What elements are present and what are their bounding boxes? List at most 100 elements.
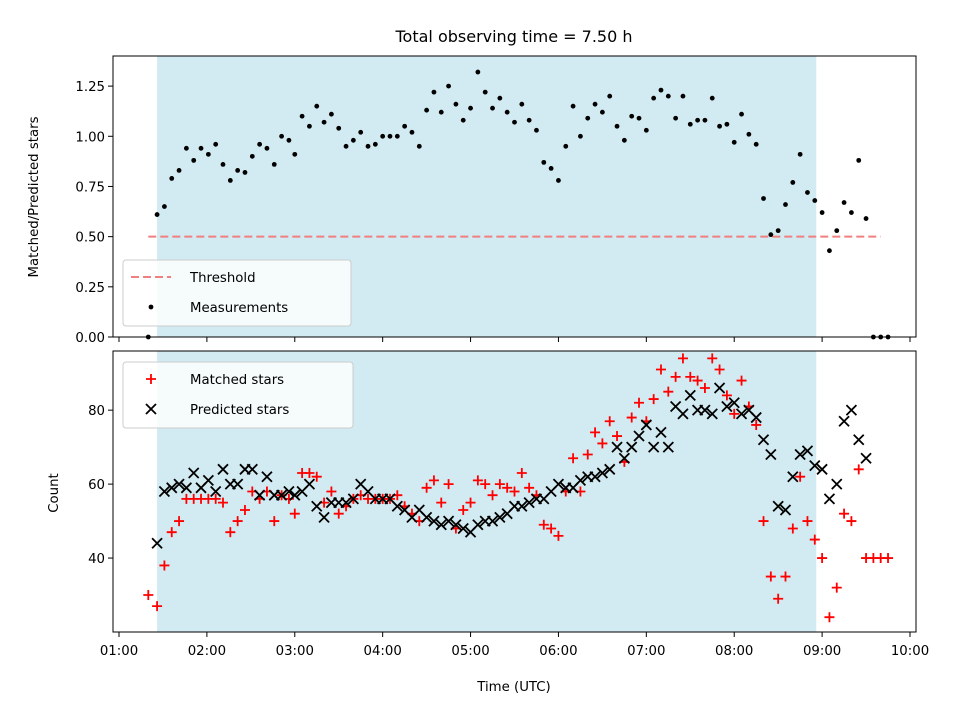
bottom-matched-stars-point [152, 601, 163, 612]
bottom-matched-stars-point [809, 534, 820, 545]
bottom-matched-stars-point [839, 508, 850, 519]
top-measurements-point [856, 157, 862, 163]
bottom-predicted-stars-point [311, 500, 323, 512]
top-legend: Threshold Measurements [122, 259, 352, 327]
bottom-predicted-stars-point [246, 463, 258, 475]
bottom-matched-stars-point [692, 375, 703, 386]
top-measurements-point [482, 89, 488, 95]
top-measurements-point [827, 248, 832, 254]
x-tick-label: 09:00 [803, 644, 841, 659]
bottom-predicted-stars-point [706, 408, 718, 420]
top-measurements-point [299, 113, 305, 119]
bottom-predicted-stars-point [809, 459, 821, 472]
bottom-matched-stars-point [480, 479, 491, 490]
bottom-matched-stars-point [516, 468, 527, 479]
bottom-matched-stars-point [428, 475, 439, 486]
top-measurements-point [783, 202, 788, 207]
bottom-matched-stars-point [604, 416, 615, 427]
bottom-matched-stars-point [239, 504, 250, 515]
legend-measurements-label: Measurements [190, 301, 288, 316]
top-measurements-point [746, 131, 752, 137]
top-measurements-point [490, 105, 495, 111]
bottom-matched-stars-point [524, 482, 535, 493]
top-measurements-point [724, 121, 730, 127]
x-axis-label: Time (UTC) [476, 680, 551, 695]
top-measurements-point [731, 139, 737, 145]
bottom-y-tick-label: 80 [88, 404, 105, 419]
bottom-matched-stars-point [787, 523, 798, 534]
bottom-predicted-stars-point [158, 485, 171, 498]
bottom-predicted-stars-point [838, 415, 850, 427]
top-measurements-point [629, 113, 635, 119]
bottom-predicted-stars-point [713, 382, 726, 394]
bottom-predicted-stars-point [626, 441, 638, 453]
top-measurements-point [475, 69, 481, 75]
bottom-legend: Matched stars Predicted stars [122, 361, 354, 429]
top-measurements-point [614, 123, 620, 129]
bottom-matched-stars-point [663, 386, 674, 397]
top-y-tick-label: 0.50 [75, 231, 105, 246]
top-measurements-point [213, 141, 219, 147]
top-measurements-point [286, 137, 292, 143]
x-tick-label: 10:00 [891, 644, 929, 659]
bottom-matched-stars-point [494, 479, 505, 490]
bottom-matched-stars-point [210, 493, 221, 504]
top-measurements-point [468, 105, 473, 111]
top-measurements-point [680, 93, 686, 99]
top-measurements-point [358, 129, 364, 135]
top-measurements-point [585, 115, 591, 121]
top-measurements-point [687, 121, 693, 127]
bottom-predicted-stars-point [765, 448, 777, 461]
top-measurements-point [271, 161, 277, 167]
bottom-predicted-stars-point [347, 493, 360, 505]
bottom-matched-stars-point [582, 449, 593, 460]
bottom-predicted-stars-point [217, 463, 229, 475]
top-measurements-point [621, 137, 627, 143]
top-measurements-point [819, 210, 825, 215]
bottom-predicted-stars-point [684, 389, 696, 402]
bottom-matched-stars-point [502, 482, 513, 493]
bottom-matched-stars-point [714, 364, 725, 375]
top-measurements-point [665, 93, 671, 99]
top-legend-box [122, 259, 352, 327]
top-measurements-point [519, 101, 525, 107]
bottom-matched-stars-point [685, 371, 696, 382]
top-y-tick-label: 0.00 [75, 331, 105, 346]
bottom-matched-stars-point [670, 371, 681, 382]
bottom-predicted-stars-point [728, 397, 740, 409]
bottom-predicted-stars-point [261, 471, 273, 483]
bottom-predicted-stars-point [853, 434, 865, 446]
top-measurements-point [797, 151, 803, 157]
top-measurements-point [695, 117, 701, 123]
bottom-matched-stars-point [174, 516, 185, 527]
bottom-matched-stars-point [143, 590, 154, 601]
bottom-predicted-stars-point [340, 496, 352, 509]
bottom-predicted-stars-point [428, 515, 440, 527]
bottom-predicted-stars-point [210, 485, 222, 498]
chart-title: Total observing time = 7.50 h [394, 27, 632, 46]
bottom-matched-stars-point [795, 471, 806, 482]
bottom-predicted-stars-point [450, 519, 462, 531]
bottom-y-tick-label: 60 [88, 478, 105, 493]
bottom-predicted-stars-point [435, 519, 447, 531]
bottom-predicted-stars-point [318, 511, 330, 524]
top-measurements-point [497, 95, 503, 101]
top-measurements-point [556, 178, 561, 183]
top-measurements-point [775, 228, 781, 234]
bottom-matched-stars-point [326, 486, 337, 497]
bottom-predicted-stars-point [757, 434, 770, 446]
top-measurements-point [512, 119, 517, 125]
bottom-predicted-stars-point [823, 493, 836, 505]
bottom-predicted-stars-point [166, 482, 178, 494]
top-measurements-point [372, 141, 378, 147]
x-tick-label: 08:00 [715, 644, 753, 659]
bottom-predicted-stars-point [735, 408, 748, 420]
bottom-predicted-stars-point [831, 478, 843, 490]
bottom-predicted-stars-point [232, 478, 244, 490]
bottom-matched-stars-point [546, 523, 557, 534]
bottom-matched-stars-point [590, 427, 601, 438]
bottom-matched-stars-point [707, 353, 718, 364]
legend-matched-swatch [146, 374, 156, 384]
bottom-matched-stars-point [465, 497, 476, 508]
